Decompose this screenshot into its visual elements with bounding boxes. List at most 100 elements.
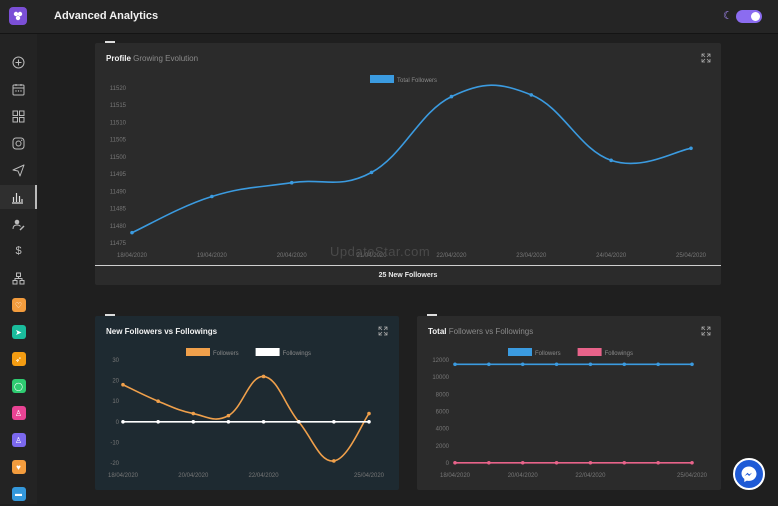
grid-icon bbox=[12, 110, 25, 122]
sidebar-item-grid[interactable] bbox=[0, 104, 37, 128]
data-point bbox=[656, 362, 660, 367]
page-title: Advanced Analytics bbox=[54, 10, 159, 22]
data-point bbox=[367, 411, 371, 416]
data-point bbox=[689, 146, 693, 151]
sidebar-item-app-telegram[interactable]: ➤ bbox=[0, 320, 37, 344]
y-tick-label: 11485 bbox=[110, 207, 127, 213]
data-point bbox=[453, 460, 457, 465]
card-tab-marker bbox=[105, 41, 115, 43]
y-tick-label: 11475 bbox=[110, 241, 127, 247]
data-point bbox=[261, 420, 266, 424]
sidebar-item-calendar[interactable] bbox=[0, 77, 37, 101]
x-tick-label: 22/04/2020 bbox=[436, 253, 467, 259]
y-tick-label: -10 bbox=[110, 440, 119, 446]
messenger-chat-button[interactable] bbox=[733, 458, 765, 490]
bar-chart-icon bbox=[12, 192, 23, 204]
sidebar-item-hierarchy[interactable] bbox=[0, 266, 37, 290]
toggle-knob bbox=[751, 12, 760, 21]
sidebar-item-app-whatsapp[interactable]: ◯ bbox=[0, 374, 37, 398]
data-point bbox=[449, 94, 454, 99]
total-followers-vs-followings-card: Total Followers vs Followings Followers F… bbox=[417, 314, 721, 490]
data-point bbox=[520, 460, 525, 465]
legend-label: Total Followers bbox=[397, 78, 437, 84]
data-point bbox=[588, 460, 593, 465]
x-tick-label: 24/04/2020 bbox=[596, 253, 627, 259]
data-point bbox=[130, 230, 134, 235]
y-tick-label: 4000 bbox=[436, 427, 450, 433]
data-point bbox=[369, 170, 374, 175]
sidebar-item-analytics[interactable] bbox=[0, 185, 37, 209]
heart-app-icon: ♡ bbox=[11, 298, 26, 312]
data-point bbox=[554, 460, 559, 465]
x-tick-label: 20/04/2020 bbox=[178, 473, 209, 479]
card-title: Profile Growing Evolution bbox=[106, 54, 198, 63]
legend-swatch bbox=[255, 348, 280, 356]
users-app-icon: ♙ bbox=[11, 433, 26, 447]
x-tick-label: 23/04/2020 bbox=[516, 253, 547, 259]
add-circle-icon bbox=[12, 56, 25, 68]
y-tick-label: 11520 bbox=[110, 86, 127, 92]
total-followers-vs-followings-chart: Followers Followings 0 2000 4000 6000 8000 1000… bbox=[432, 348, 708, 479]
y-tick-label: 12000 bbox=[432, 358, 449, 364]
sidebar-item-app-rocket[interactable]: ➶ bbox=[0, 347, 37, 371]
dark-mode-toggle[interactable] bbox=[736, 10, 762, 23]
new-followers-vs-followings-chart: Followers Followings -20 -10 0 10 20 30 18/04/20… bbox=[108, 348, 385, 479]
legend-swatch bbox=[508, 348, 532, 356]
data-point bbox=[121, 382, 125, 387]
data-point bbox=[690, 362, 694, 367]
x-tick-label: 18/04/2020 bbox=[440, 473, 471, 479]
data-point bbox=[296, 420, 301, 424]
data-point bbox=[529, 93, 534, 97]
y-tick-label: 11510 bbox=[110, 120, 127, 126]
data-point bbox=[156, 399, 160, 403]
y-tick-label: 11500 bbox=[110, 155, 127, 161]
data-point bbox=[520, 362, 525, 367]
data-point bbox=[656, 460, 660, 465]
legend-swatch bbox=[370, 75, 394, 83]
sidebar-item-user-edit[interactable] bbox=[0, 212, 37, 236]
sidebar-item-instagram[interactable] bbox=[0, 131, 37, 155]
data-point bbox=[487, 460, 491, 465]
card-title-bold: Total bbox=[428, 327, 447, 336]
y-tick-label: 0 bbox=[116, 420, 120, 426]
data-point bbox=[332, 420, 336, 424]
chat-app-icon: ▬ bbox=[11, 487, 26, 501]
y-tick-label: 8000 bbox=[436, 392, 450, 398]
data-point bbox=[453, 362, 457, 367]
data-point bbox=[367, 420, 371, 424]
y-tick-label: 11490 bbox=[110, 189, 127, 195]
sidebar-item-add[interactable] bbox=[0, 50, 37, 74]
x-tick-label: 22/04/2020 bbox=[575, 473, 606, 479]
card-title-muted: Growing Evolution bbox=[133, 54, 199, 63]
expand-icon[interactable] bbox=[378, 326, 388, 336]
series-line bbox=[122, 375, 370, 462]
y-tick-label: 10 bbox=[112, 399, 119, 405]
sidebar-item-app-user[interactable]: ♙ bbox=[0, 401, 37, 425]
expand-icon[interactable] bbox=[701, 53, 711, 63]
sidebar-item-app-chat[interactable]: ▬ bbox=[0, 482, 37, 506]
sidebar-item-billing[interactable]: $ bbox=[0, 239, 37, 263]
data-point bbox=[289, 180, 294, 185]
x-tick-label: 25/04/2020 bbox=[677, 473, 708, 479]
data-point bbox=[226, 420, 231, 424]
profile-growth-card: Profile Growing Evolution Total Follower… bbox=[95, 41, 721, 285]
sidebar-item-app-heart[interactable]: ♡ bbox=[0, 293, 37, 317]
y-tick-label: 20 bbox=[112, 379, 119, 385]
sidebar-item-send[interactable] bbox=[0, 158, 37, 182]
legend-label: Followings bbox=[283, 351, 311, 357]
card-title: Total Followers vs Followings bbox=[428, 327, 533, 336]
sidebar-item-app-heart-badge[interactable]: ♥ bbox=[0, 455, 37, 479]
x-tick-label: 25/04/2020 bbox=[354, 473, 385, 479]
expand-icon[interactable] bbox=[701, 326, 711, 336]
y-tick-label: 11480 bbox=[110, 224, 127, 230]
y-tick-label: 11495 bbox=[110, 172, 127, 178]
card-title: New Followers vs Followings bbox=[106, 327, 217, 336]
y-tick-label: 2000 bbox=[436, 444, 450, 450]
data-point bbox=[690, 460, 694, 465]
data-point bbox=[156, 420, 160, 424]
x-tick-label: 25/04/2020 bbox=[676, 253, 707, 259]
legend-swatch bbox=[186, 348, 210, 356]
app-logo[interactable] bbox=[9, 7, 27, 25]
x-tick-label: 20/04/2020 bbox=[277, 253, 308, 259]
sidebar-item-app-users[interactable]: ♙ bbox=[0, 428, 37, 452]
